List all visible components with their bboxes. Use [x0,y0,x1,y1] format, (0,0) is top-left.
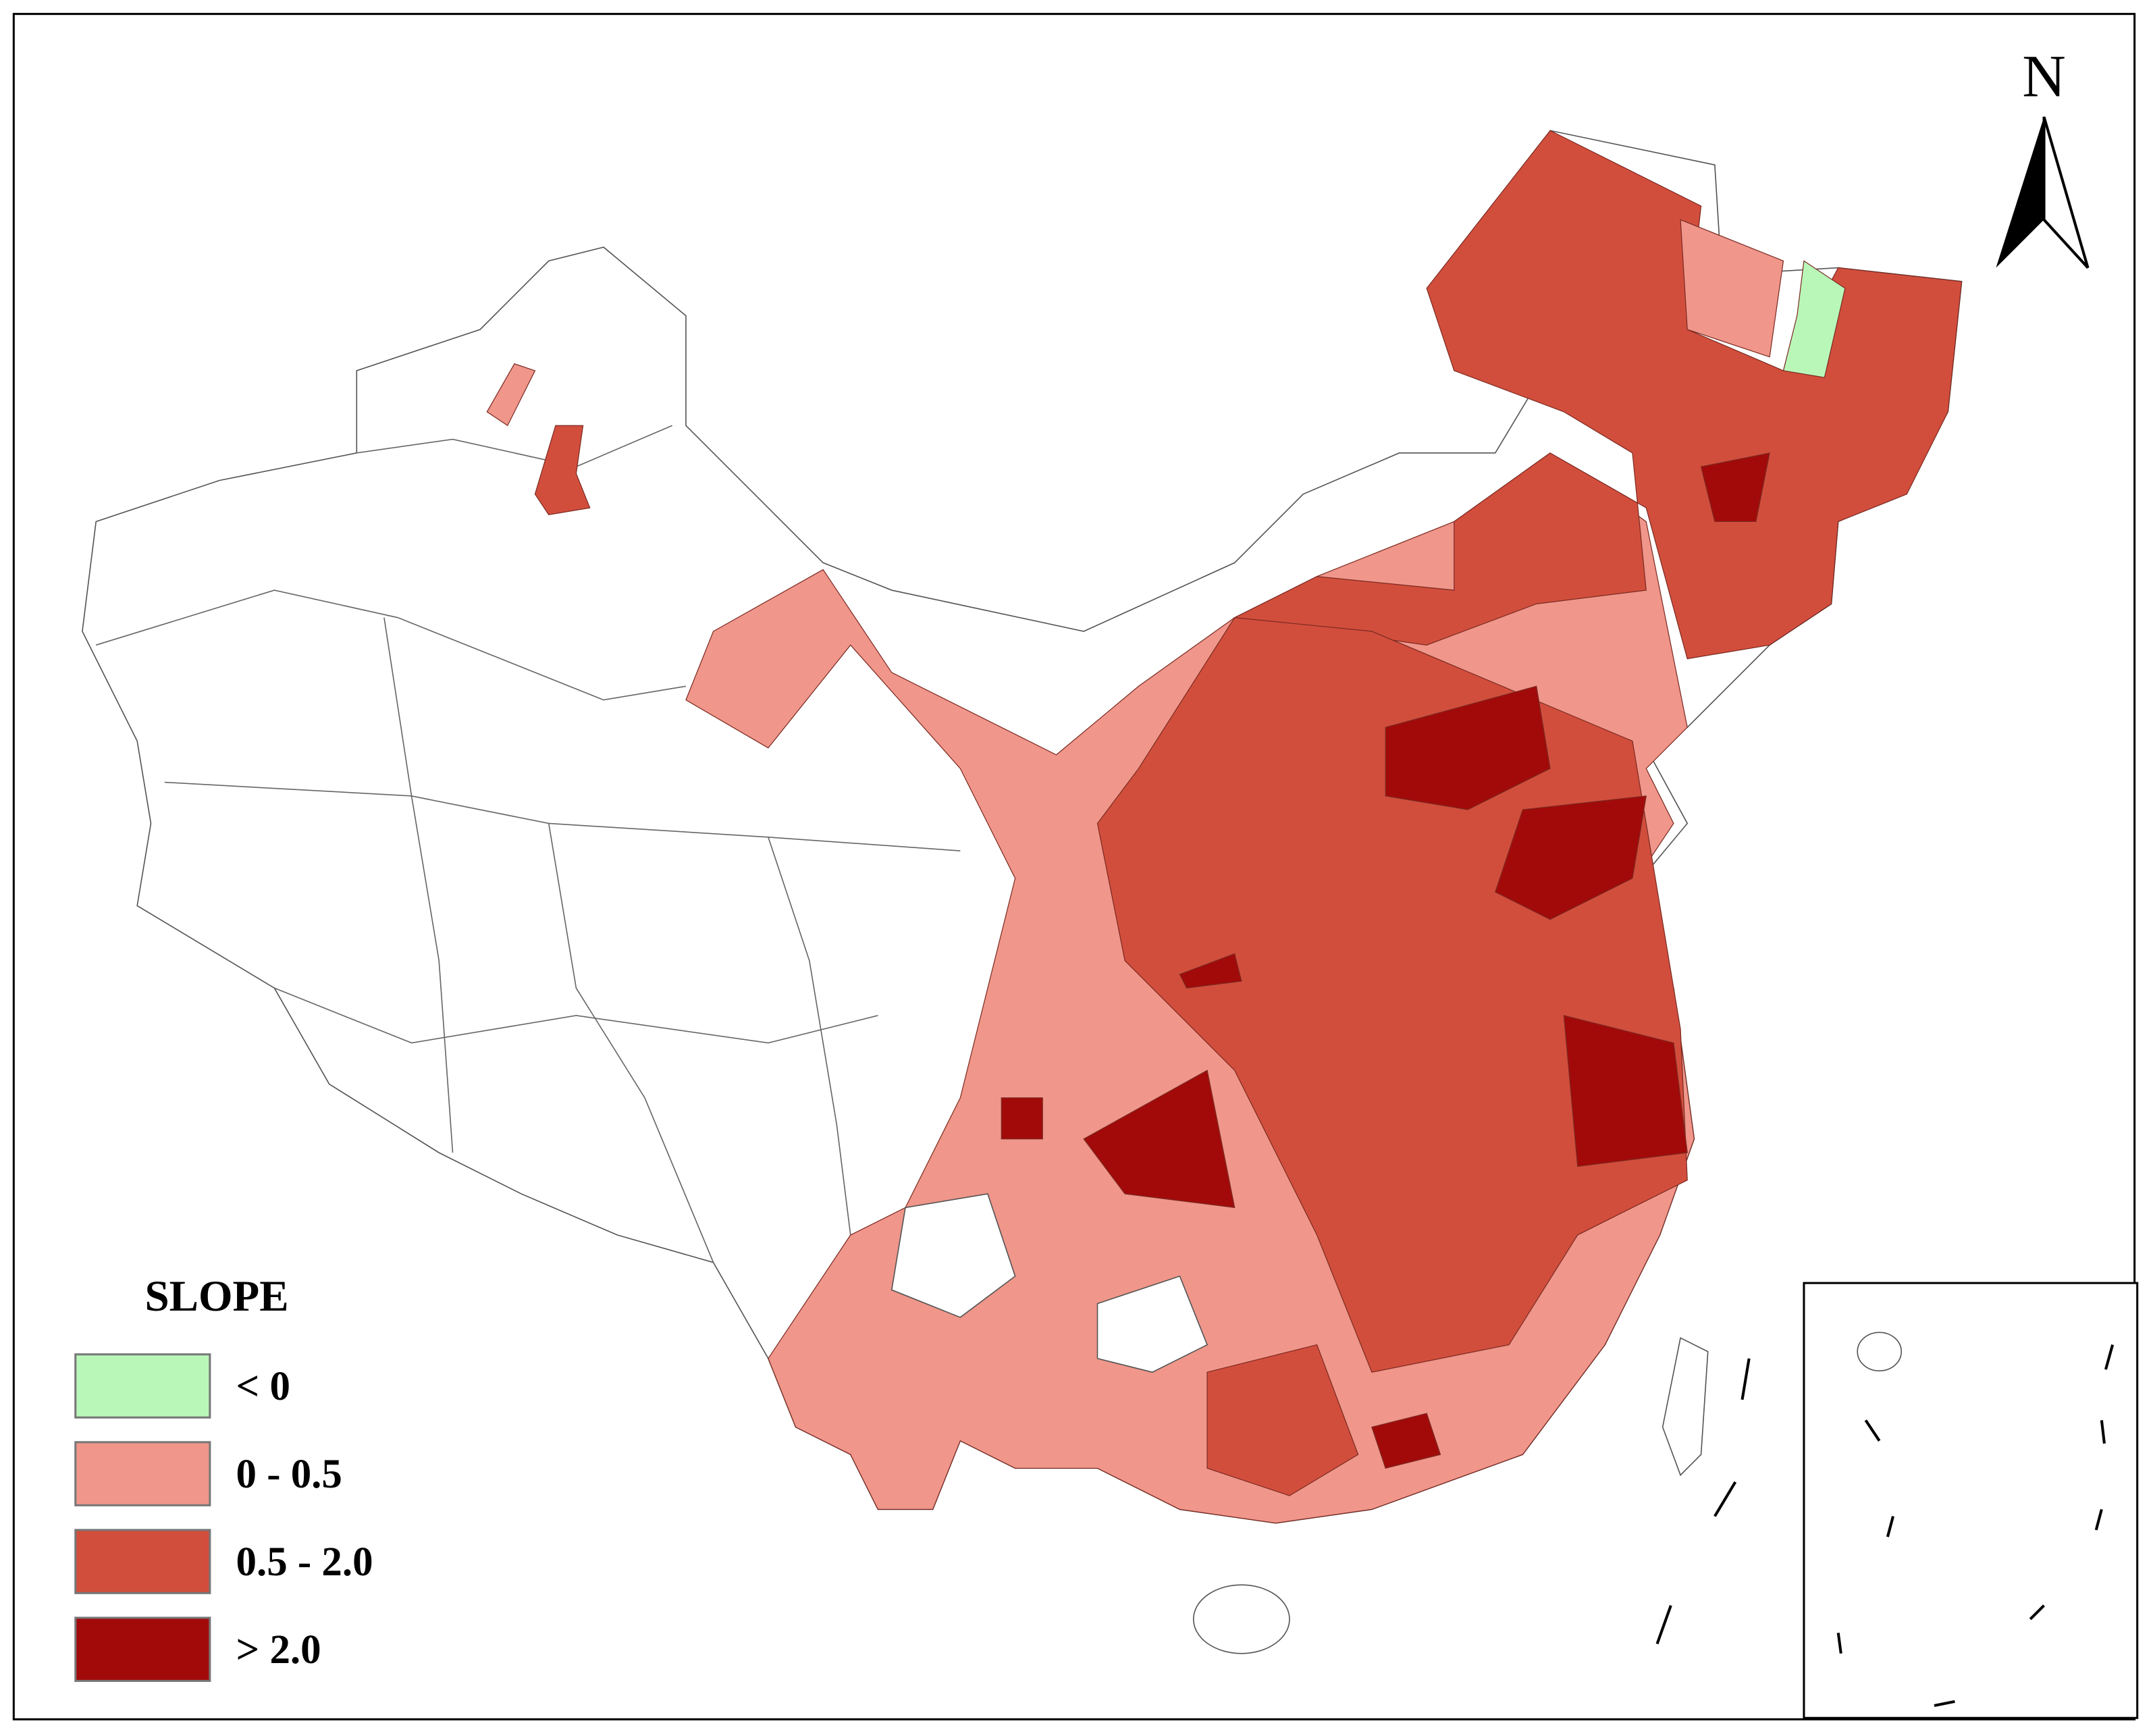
dash [1741,1358,1751,1400]
border [274,987,878,1044]
region-class-3 [1371,1413,1441,1469]
region-class-3 [1495,795,1647,920]
region-class-3 [1001,1097,1043,1140]
north-label: N [2022,43,2066,110]
border [768,837,851,1236]
no-data-area [891,1193,1016,1318]
inset-frame [1803,1282,2139,1719]
legend-label: 0.5 - 2.0 [236,1540,373,1585]
region-class-1 [1680,219,1784,358]
dash-lines [1655,1344,2115,1707]
legend-label: > 2.0 [236,1627,321,1673]
north-arrow-right [2042,116,2090,269]
legend-label: < 0 [236,1364,290,1409]
region-class-3 [1083,1070,1236,1209]
legend-label: 0 - 0.5 [236,1452,342,1497]
legend: < 0 0 - 0.5 0.5 - 2.0 > 2.0 [74,1353,373,1682]
island [1662,1337,1709,1477]
region-class-0 [1782,260,1846,378]
no-data-area [1096,1275,1209,1373]
region-class-2 [1233,130,1963,660]
dash [1934,1700,1955,1707]
border [383,617,454,1153]
legend-title: SLOPE [144,1272,288,1321]
dash [2029,1604,2045,1621]
region-class-3 [1563,1015,1688,1167]
legend-swatch [74,1441,211,1506]
region-class-1 [486,363,536,427]
region-class-3 [1700,452,1770,523]
border [548,823,714,1263]
legend-swatch [74,1353,211,1419]
region-class-2 [534,425,591,515]
dash [1836,1633,1842,1654]
province-borders [95,425,961,1263]
dash [1655,1604,1672,1645]
region-class-3 [1385,685,1551,810]
dash [2100,1420,2106,1444]
legend-swatch [74,1616,211,1682]
border [356,425,672,468]
border [95,589,687,701]
dash [1886,1516,1894,1537]
dash [2094,1508,2103,1531]
dash [1864,1419,1881,1442]
region-class-2 [1206,1344,1359,1496]
dash [1714,1481,1737,1517]
region-class-3 [1179,953,1242,989]
island [1192,1584,1290,1654]
region-class-2 [1096,617,1688,1373]
dash [2104,1344,2115,1370]
inset-island [1857,1332,1903,1371]
legend-swatch [74,1529,211,1594]
